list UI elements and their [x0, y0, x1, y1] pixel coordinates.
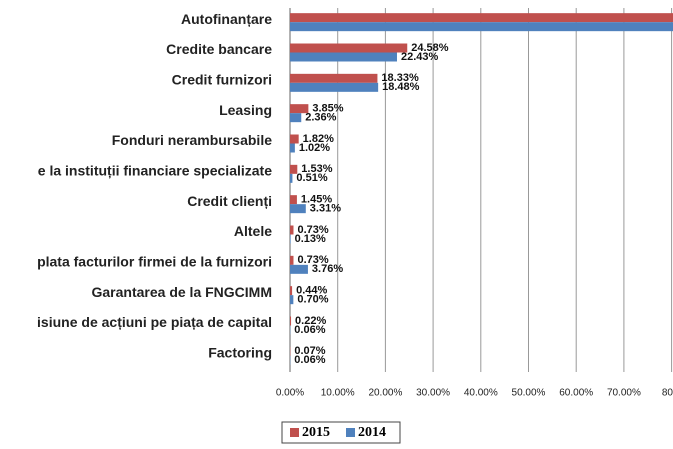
- bar: [290, 164, 298, 174]
- bar: [290, 13, 673, 23]
- x-tick-label: 50.00%: [512, 388, 546, 399]
- value-label: 0.44%: [296, 285, 327, 297]
- category-label: Credite bancare: [166, 41, 272, 57]
- bar: [290, 286, 293, 296]
- category-label: Garantarea de la FNGCIMM: [92, 284, 273, 300]
- value-label: 1.02%: [299, 142, 330, 154]
- bar: [290, 225, 294, 235]
- x-tick-label: 30.00%: [416, 388, 450, 399]
- bar: [290, 104, 309, 114]
- bar: [290, 264, 308, 274]
- value-label: 1.53%: [301, 163, 332, 175]
- bar: [290, 43, 408, 53]
- value-label: 3.76%: [312, 263, 343, 275]
- category-label: e la instituții financiare specializate: [38, 163, 272, 179]
- category-label: Autofinanțare: [181, 11, 272, 27]
- x-tick-label: 10.00%: [321, 388, 355, 399]
- bar: [290, 143, 295, 153]
- value-label: 24.58%: [411, 42, 449, 54]
- legend-swatch: [346, 428, 355, 437]
- bar: [290, 255, 294, 265]
- category-label: Altele: [234, 223, 272, 239]
- bar: [290, 204, 306, 214]
- value-label: 2.36%: [305, 112, 336, 124]
- bar: [290, 134, 299, 144]
- value-label: 0.70%: [297, 294, 328, 306]
- x-tick-label: 60.00%: [559, 388, 593, 399]
- value-label: 22.43%: [401, 51, 439, 63]
- value-label: 0.73%: [297, 254, 328, 266]
- category-label: plata facturilor firmei de la furnizori: [37, 254, 272, 270]
- category-label: Factoring: [208, 345, 272, 361]
- bar: [290, 52, 397, 62]
- bar: [290, 295, 294, 305]
- legend-box: [281, 421, 401, 444]
- bar: [290, 82, 379, 92]
- bar: [290, 73, 378, 83]
- bar: [290, 22, 673, 32]
- category-label: Credit clienți: [187, 193, 272, 209]
- bar: [290, 173, 293, 183]
- value-label: 3.85%: [312, 103, 343, 115]
- category-label: Fonduri nerambursabile: [112, 132, 272, 148]
- value-label: 1.82%: [303, 133, 334, 145]
- value-label: 18.48%: [382, 81, 420, 93]
- value-label: 0.13%: [295, 233, 326, 245]
- legend-swatch: [290, 428, 299, 437]
- bar: [290, 113, 302, 123]
- value-label: 0.06%: [294, 324, 325, 336]
- x-tick-label: 20.00%: [368, 388, 402, 399]
- x-tick-label: 80.0: [662, 388, 673, 399]
- value-label: 0.22%: [295, 315, 326, 327]
- category-label: Leasing: [219, 102, 272, 118]
- category-label: isiune de acțiuni pe piața de capital: [37, 314, 272, 330]
- legend-label: 2014: [358, 425, 386, 440]
- category-label: Credit furnizori: [172, 72, 272, 88]
- bar: [290, 195, 297, 205]
- legend-label: 2015: [302, 425, 330, 440]
- bar: [290, 234, 291, 244]
- value-label: 1.45%: [301, 194, 332, 206]
- value-label: 3.31%: [310, 203, 341, 215]
- x-tick-label: 70.00%: [607, 388, 641, 399]
- value-label: 18.33%: [381, 72, 419, 84]
- bar: [290, 316, 292, 326]
- value-label: 0.07%: [294, 345, 325, 357]
- value-label: 0.51%: [296, 172, 327, 184]
- value-label: 0.73%: [297, 224, 328, 236]
- value-label: 0.06%: [294, 354, 325, 366]
- x-tick-label: 40.00%: [464, 388, 498, 399]
- x-tick-label: 0.00%: [276, 388, 304, 399]
